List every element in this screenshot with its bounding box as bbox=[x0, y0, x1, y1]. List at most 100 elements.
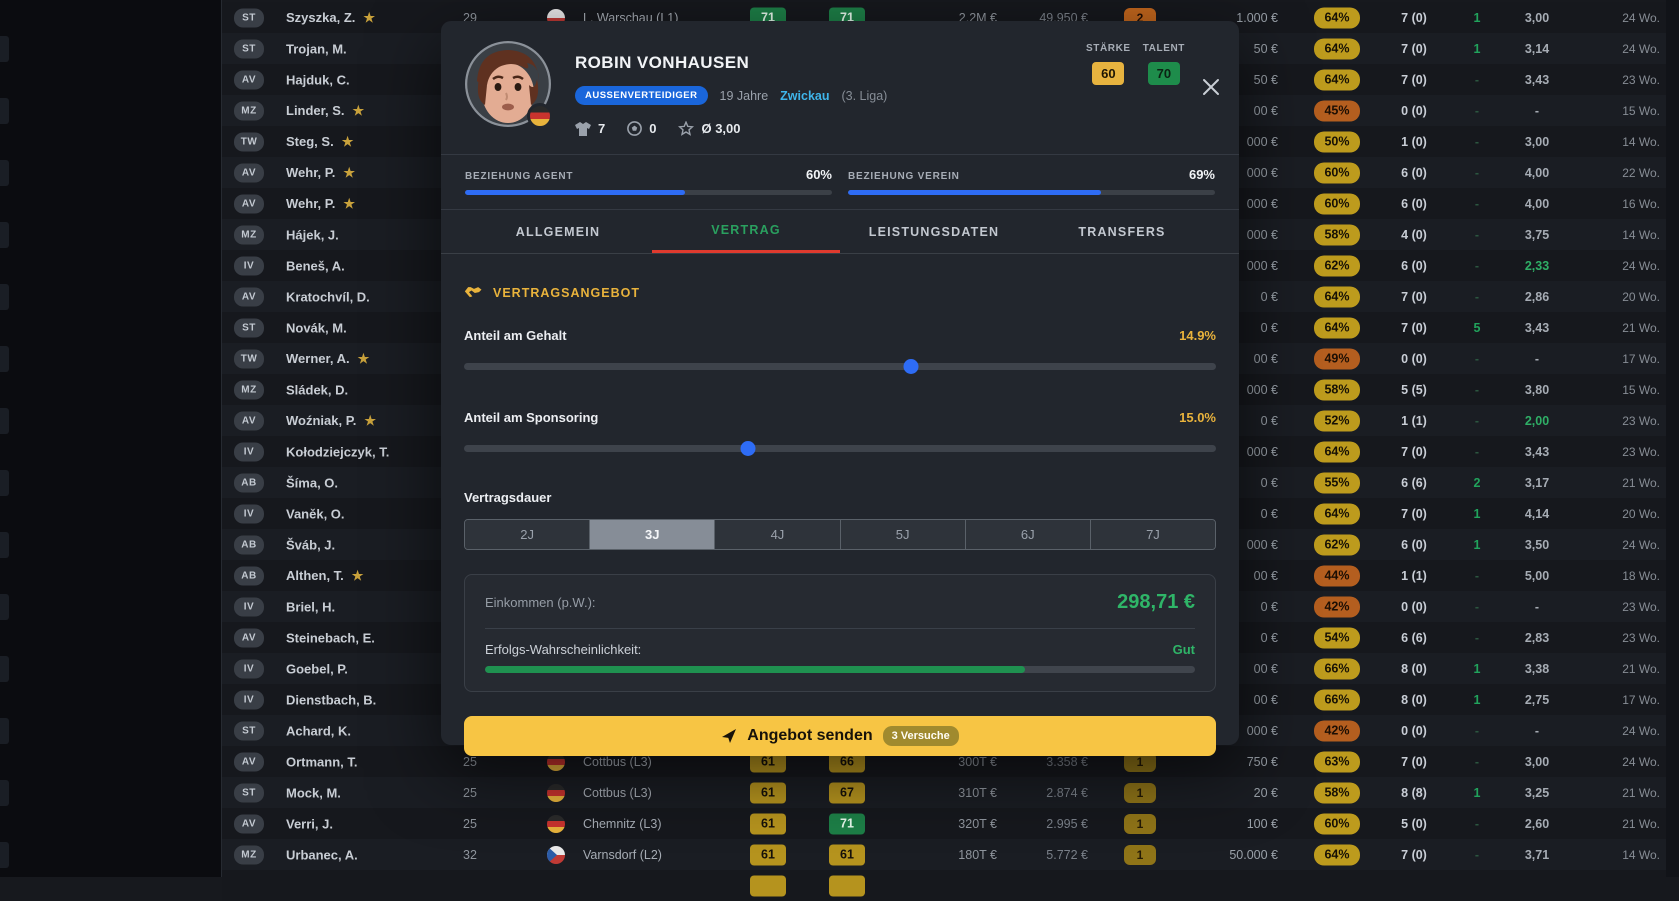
player-name-cell[interactable]: Althen, T. ★ bbox=[286, 567, 364, 584]
position-cell: AV bbox=[232, 70, 266, 89]
goals-cell: - bbox=[1474, 816, 1480, 831]
player-club-link[interactable]: Zwickau bbox=[780, 88, 830, 103]
duration-option-6j[interactable]: 6J bbox=[964, 520, 1090, 549]
player-name-cell[interactable]: Novák, M. bbox=[286, 320, 347, 335]
player-name-cell[interactable]: Dienstbach, B. bbox=[286, 692, 377, 707]
player-name-cell[interactable]: Steg, S. ★ bbox=[286, 133, 354, 150]
tab-vertrag[interactable]: VERTRAG bbox=[652, 210, 840, 253]
age-cell: 25 bbox=[463, 785, 477, 800]
player-name-cell[interactable]: Hájek, J. bbox=[286, 227, 339, 242]
table-row[interactable] bbox=[222, 870, 1679, 901]
probability-cell: 64% bbox=[1314, 503, 1360, 524]
goals-cell: - bbox=[1474, 413, 1480, 428]
duration-option-3j[interactable]: 3J bbox=[589, 520, 715, 549]
player-name-cell[interactable]: Beneš, A. bbox=[286, 258, 345, 273]
sponsor-slider-thumb[interactable] bbox=[740, 441, 756, 456]
player-name-cell[interactable]: Szyszka, Z. ★ bbox=[286, 9, 376, 26]
market-value-cell: 310T € bbox=[958, 785, 997, 800]
fee-cell: 0 € bbox=[1260, 630, 1278, 645]
fee-cell: 50.000 € bbox=[1229, 847, 1278, 862]
fee-cell: 000 € bbox=[1246, 134, 1278, 149]
player-name-cell[interactable]: Mock, M. bbox=[286, 785, 341, 800]
player-name-cell[interactable]: Hajduk, C. bbox=[286, 72, 350, 87]
player-name-cell[interactable]: Šíma, O. bbox=[286, 475, 339, 490]
fee-cell: 00 € bbox=[1253, 568, 1278, 583]
goals-value: 0 bbox=[649, 121, 657, 136]
player-name-cell[interactable]: Vaněk, O. bbox=[286, 506, 345, 521]
rating-badge: 66 bbox=[829, 751, 865, 772]
scrollbar[interactable] bbox=[1666, 0, 1679, 877]
duration-option-5j[interactable]: 5J bbox=[839, 520, 965, 549]
player-name-cell[interactable]: Woźniak, P. ★ bbox=[286, 412, 376, 429]
probability-badge: 64% bbox=[1314, 317, 1360, 338]
player-name-cell[interactable]: Kołodziejczyk, T. bbox=[286, 444, 390, 459]
sponsor-share-slider[interactable] bbox=[464, 441, 1216, 456]
player-name-cell[interactable]: Verri, J. bbox=[286, 816, 333, 831]
player-name-cell[interactable]: Achard, K. bbox=[286, 723, 352, 738]
probability-badge: 44% bbox=[1314, 565, 1360, 586]
probability-badge: 45% bbox=[1314, 100, 1360, 121]
player-name-cell[interactable]: Ortmann, T. bbox=[286, 754, 358, 769]
player-name-cell[interactable]: Šváb, J. bbox=[286, 537, 336, 552]
duration-option-4j[interactable]: 4J bbox=[714, 520, 840, 549]
position-badge: MZ bbox=[234, 380, 264, 399]
favorite-star-icon: ★ bbox=[352, 102, 365, 118]
probability-cell: 52% bbox=[1314, 410, 1360, 431]
probability-cell: 49% bbox=[1314, 348, 1360, 369]
goals-cell: - bbox=[1474, 72, 1480, 87]
games-cell: 6 (0) bbox=[1401, 537, 1427, 552]
probability-badge: 66% bbox=[1314, 689, 1360, 710]
fee-cell: 000 € bbox=[1246, 382, 1278, 397]
tab-leistungsdaten[interactable]: LEISTUNGSDATEN bbox=[868, 224, 1000, 239]
fee-cell: 0 € bbox=[1260, 413, 1278, 428]
games-cell: 1 (1) bbox=[1401, 413, 1427, 428]
attempts-badge: 3 Versuche bbox=[882, 726, 959, 746]
games-cell: 1 (0) bbox=[1401, 134, 1427, 149]
player-name-cell[interactable]: Wehr, P. ★ bbox=[286, 195, 356, 212]
duration-option-2j[interactable]: 2J bbox=[465, 520, 590, 549]
position-cell: IV bbox=[232, 442, 266, 461]
grade-cell: 3,00 bbox=[1524, 10, 1550, 25]
tab-allgemein[interactable]: ALLGEMEIN bbox=[515, 224, 601, 239]
player-name-cell[interactable]: Werner, A. ★ bbox=[286, 350, 370, 367]
position-cell: AV bbox=[232, 194, 266, 213]
player-name-cell[interactable]: Briel, H. bbox=[286, 599, 336, 614]
player-name-cell[interactable]: Sládek, D. bbox=[286, 382, 349, 397]
player-name-cell[interactable]: Goebel, P. bbox=[286, 661, 348, 676]
favorite-star-icon: ★ bbox=[351, 567, 364, 583]
close-icon[interactable] bbox=[1199, 75, 1223, 99]
position-cell: ST bbox=[232, 721, 266, 740]
salary-slider-thumb[interactable] bbox=[903, 359, 919, 374]
table-row[interactable]: ST Mock, M. 25 Cottbus (L3) 61 67 310T € 2.874 … bbox=[222, 777, 1679, 808]
fee-cell: 750 € bbox=[1246, 754, 1278, 769]
weeks-cell: 21 Wo. bbox=[1622, 785, 1660, 800]
salary-share-slider[interactable] bbox=[464, 359, 1216, 374]
position-badge: TW bbox=[233, 349, 265, 368]
position-badge: IV bbox=[234, 256, 264, 275]
position-badge: MZ bbox=[234, 101, 264, 120]
send-offer-button[interactable]: Angebot senden 3 Versuche bbox=[464, 716, 1216, 756]
player-name-cell[interactable]: Linder, S. ★ bbox=[286, 102, 365, 119]
position-cell: ST bbox=[232, 39, 266, 58]
rating-current-cell: 61 bbox=[750, 844, 786, 865]
table-row[interactable]: AV Verri, J. 25 Chemnitz (L3) 61 71 320T € 2.99… bbox=[222, 808, 1679, 839]
position-cell: ST bbox=[232, 783, 266, 802]
contract-offer-title: VERTRAGSANGEBOT bbox=[493, 286, 640, 300]
club-cell: Chemnitz (L3) bbox=[583, 816, 662, 831]
tab-transfers[interactable]: TRANSFERS bbox=[1078, 224, 1166, 239]
grade-cell: - bbox=[1534, 351, 1540, 366]
position-cell: AV bbox=[232, 628, 266, 647]
probability-cell: 50% bbox=[1314, 131, 1360, 152]
goals-cell: 1 bbox=[1473, 785, 1481, 800]
income-summary-box: Einkommen (p.W.): 298,71 € Erfolgs-Wahrs… bbox=[464, 574, 1216, 692]
duration-option-7j[interactable]: 7J bbox=[1089, 520, 1215, 549]
player-name-cell[interactable]: Urbanec, A. bbox=[286, 847, 358, 862]
weeks-cell: 14 Wo. bbox=[1622, 847, 1660, 862]
player-name-cell[interactable]: Kratochvíl, D. bbox=[286, 289, 370, 304]
player-name-cell[interactable]: Steinebach, E. bbox=[286, 630, 375, 645]
player-name-cell[interactable]: Trojan, M. bbox=[286, 41, 347, 56]
table-row[interactable]: MZ Urbanec, A. 32 Varnsdorf (L2) 61 61 180T € 5… bbox=[222, 839, 1679, 870]
position-badge: AV bbox=[234, 287, 264, 306]
rating-current-cell bbox=[750, 875, 786, 896]
player-name-cell[interactable]: Wehr, P. ★ bbox=[286, 164, 356, 181]
